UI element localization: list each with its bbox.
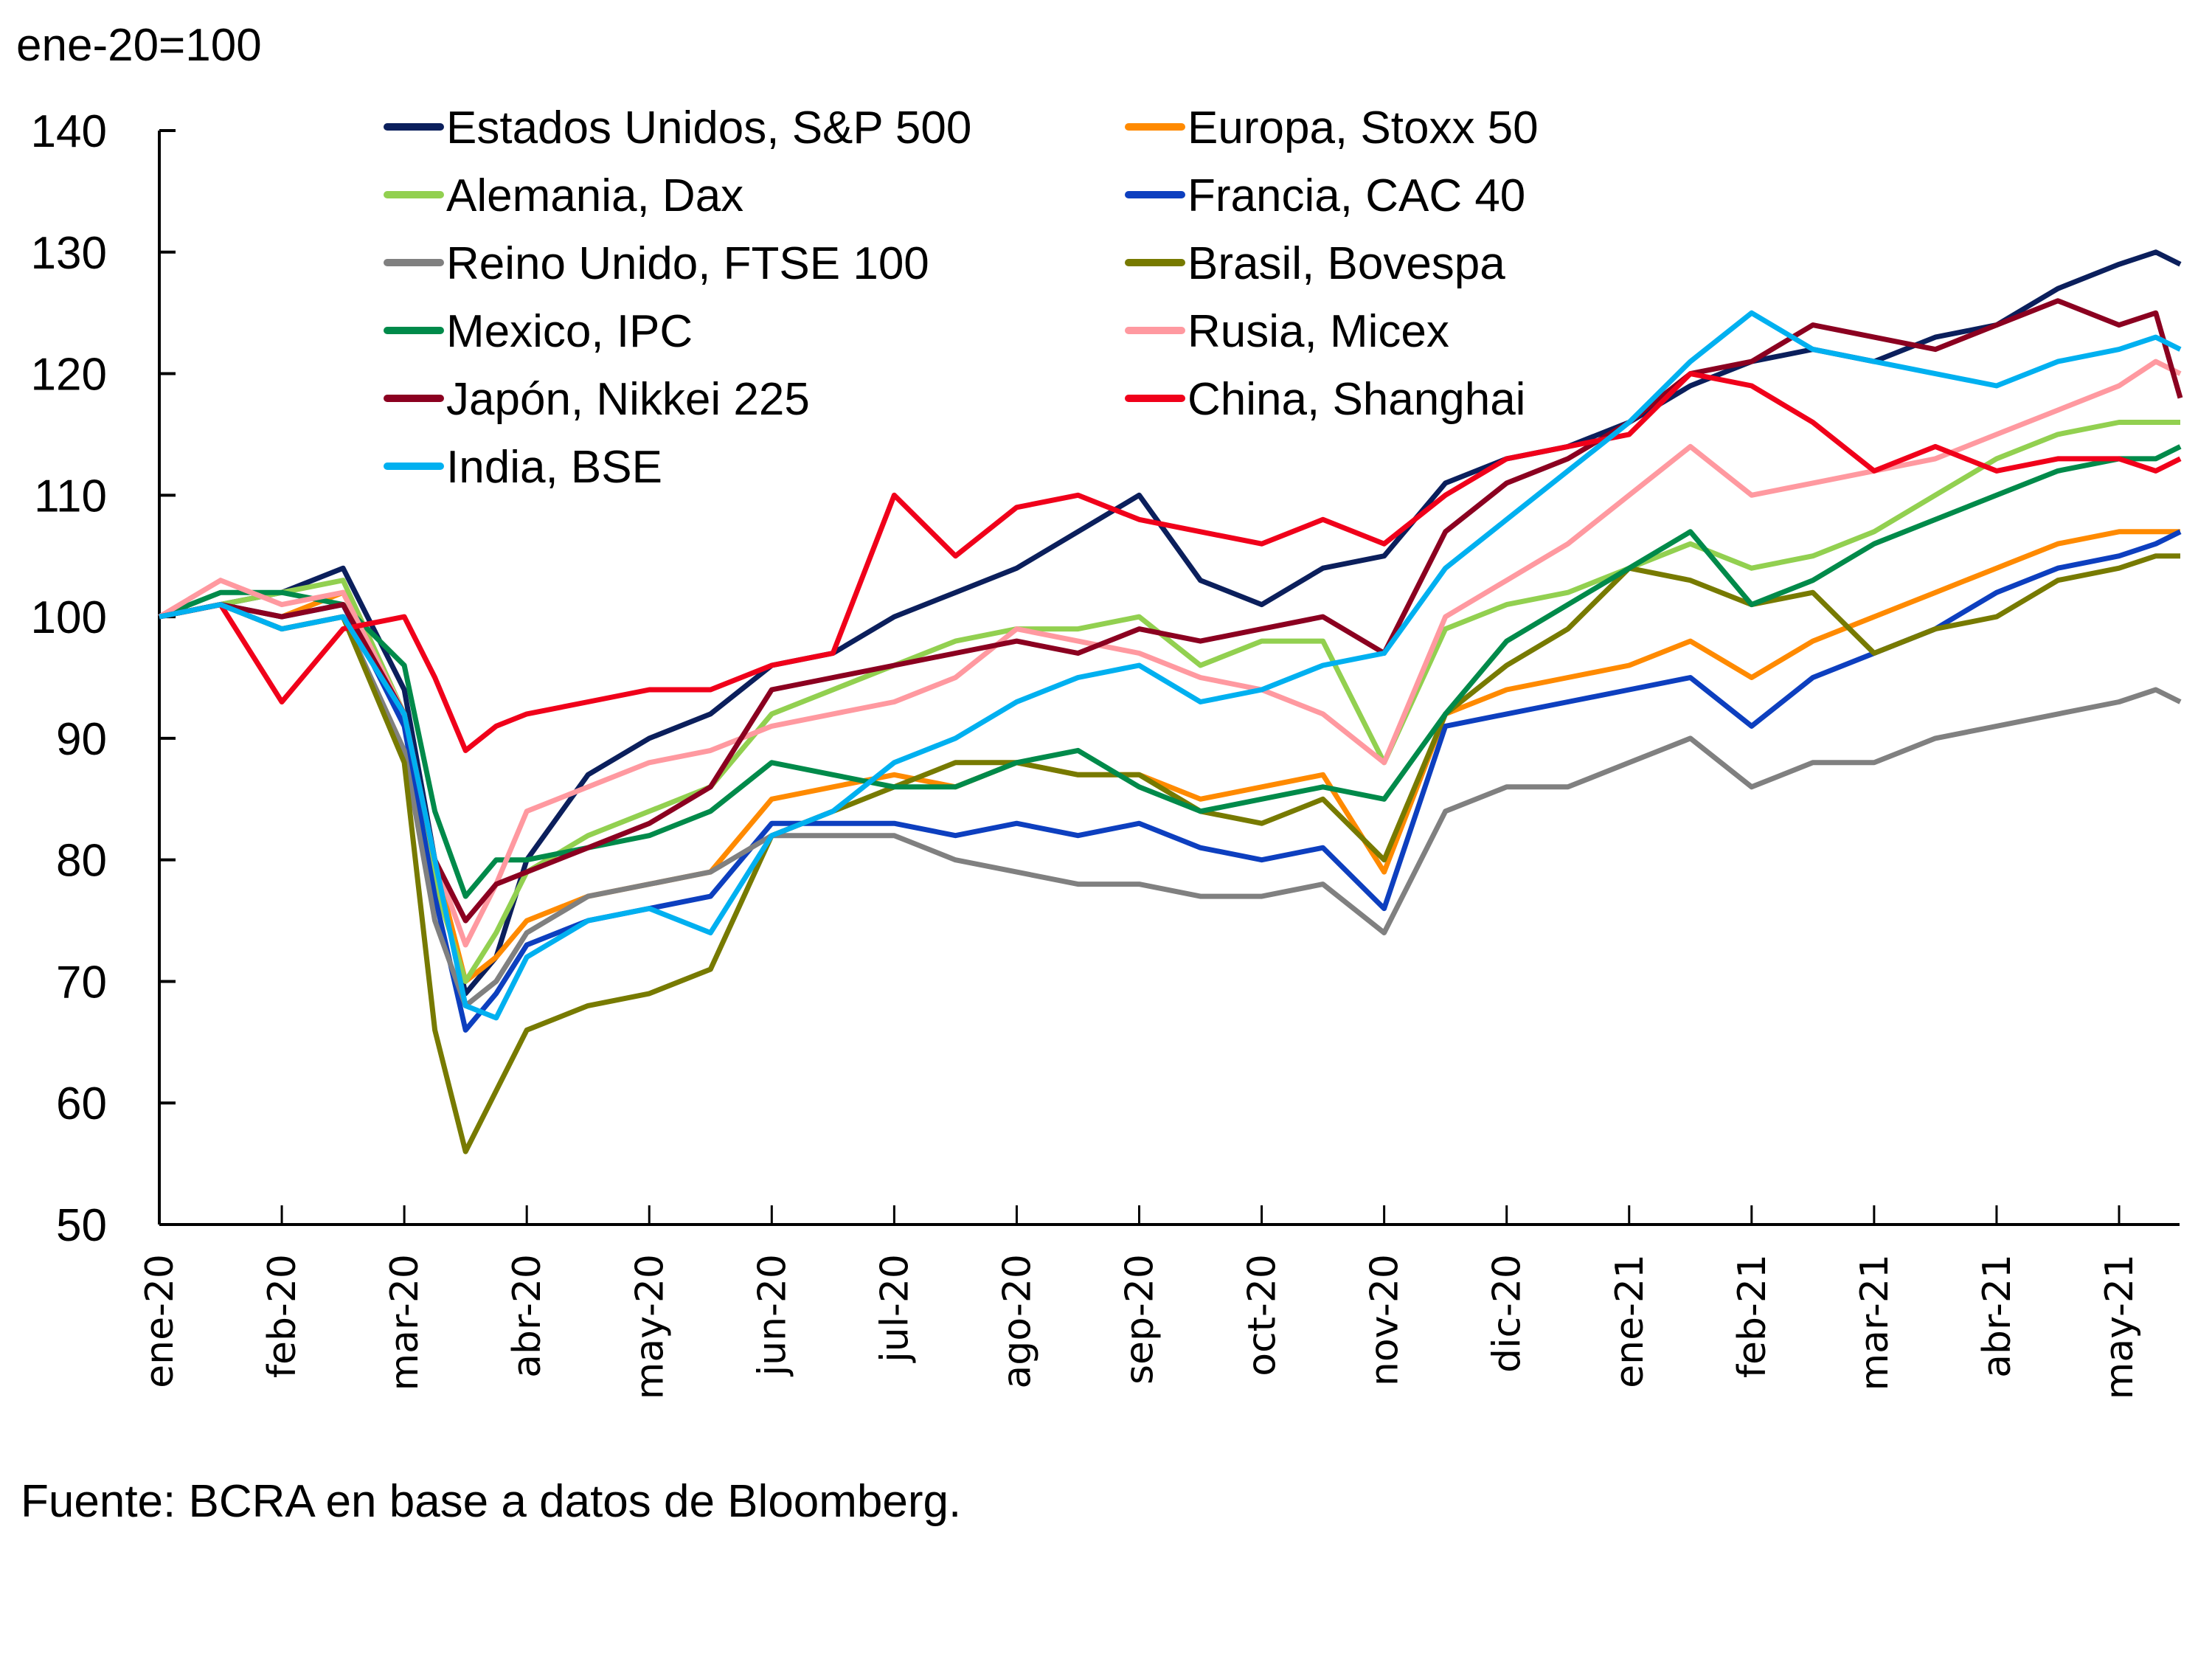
legend-item: Estados Unidos, S&P 500 bbox=[384, 103, 971, 153]
series-line-mexico-ipc bbox=[158, 444, 2182, 899]
legend-label: Estados Unidos, S&P 500 bbox=[446, 103, 971, 153]
series-lines bbox=[158, 249, 2183, 1154]
legend-item: China, Shanghai bbox=[1125, 374, 1525, 425]
legend-label: Francia, CAC 40 bbox=[1188, 170, 1525, 221]
x-tick-label: may-20 bbox=[628, 1254, 672, 1399]
x-tick-label: feb-20 bbox=[260, 1254, 305, 1378]
series-line-india-bse bbox=[159, 310, 2182, 1021]
legend: Estados Unidos, S&P 500 Europa, Stoxx 50 A… bbox=[384, 103, 1539, 493]
x-tick-label: dic-20 bbox=[1485, 1254, 1530, 1373]
series-line-brasil-bovespa bbox=[159, 553, 2180, 1154]
legend-item: India, BSE bbox=[384, 442, 662, 493]
x-tick-label: feb-21 bbox=[1730, 1254, 1775, 1378]
y-tick-label: 60 bbox=[56, 1078, 107, 1129]
x-tick-label: nov-20 bbox=[1363, 1254, 1407, 1386]
legend-label: Alemania, Dax bbox=[446, 170, 743, 221]
legend-label: Reino Unido, FTSE 100 bbox=[446, 238, 929, 289]
legend-item: Europa, Stoxx 50 bbox=[1125, 103, 1539, 153]
legend-label: China, Shanghai bbox=[1188, 374, 1525, 425]
x-tick-label: mar-21 bbox=[1853, 1254, 1897, 1391]
x-tick-label: may-21 bbox=[2098, 1254, 2142, 1399]
series-line-alemania-dax bbox=[159, 420, 2180, 984]
x-tick-label: jun-20 bbox=[750, 1254, 794, 1376]
legend-label: Rusia, Micex bbox=[1188, 306, 1449, 357]
legend-label: Brasil, Bovespa bbox=[1188, 238, 1505, 289]
x-tick-label: ene-20 bbox=[138, 1254, 182, 1388]
x-tick-label: ene-21 bbox=[1608, 1254, 1652, 1388]
y-tick-label: 100 bbox=[31, 592, 107, 643]
legend-item: Alemania, Dax bbox=[384, 170, 743, 221]
y-tick-label: 80 bbox=[56, 836, 107, 887]
legend-item: Mexico, IPC bbox=[384, 306, 693, 357]
y-tick-label: 90 bbox=[56, 714, 107, 765]
legend-item: Rusia, Micex bbox=[1125, 306, 1449, 357]
y-tick-label: 130 bbox=[31, 228, 107, 279]
y-tick-label: 70 bbox=[56, 957, 107, 1008]
series-line-francia-cac-40 bbox=[159, 529, 2182, 1033]
x-tick-label: sep-20 bbox=[1118, 1254, 1162, 1385]
x-tick-label: ago-20 bbox=[995, 1254, 1039, 1389]
legend-item: Japón, Nikkei 225 bbox=[384, 374, 810, 425]
legend-label: Mexico, IPC bbox=[446, 306, 693, 357]
x-tick-label: mar-20 bbox=[383, 1254, 427, 1391]
x-axis: ene-20 feb-20 mar-20 abr-20 may-20 jun-20 jul-… bbox=[138, 1205, 2180, 1399]
legend-item: Reino Unido, FTSE 100 bbox=[384, 238, 929, 289]
legend-label: India, BSE bbox=[446, 442, 662, 493]
y-tick-label: 120 bbox=[31, 350, 107, 401]
legend-label: Japón, Nikkei 225 bbox=[446, 374, 810, 425]
x-tick-label: abr-20 bbox=[505, 1254, 549, 1378]
y-unit-label: ene-20=100 bbox=[16, 20, 262, 71]
y-tick-label: 110 bbox=[34, 471, 107, 522]
y-tick-label: 50 bbox=[56, 1200, 107, 1251]
y-axis: 50 60 70 80 90 100 110 120 130 140 bbox=[31, 106, 176, 1251]
x-tick-label: jul-20 bbox=[873, 1254, 917, 1363]
series-line-china-shanghai bbox=[159, 371, 2182, 753]
legend-label: Europa, Stoxx 50 bbox=[1188, 103, 1539, 153]
x-tick-label: oct-20 bbox=[1241, 1254, 1285, 1376]
y-tick-label: 140 bbox=[31, 106, 107, 157]
source-note: Fuente: BCRA en base a datos de Bloomber… bbox=[21, 1476, 962, 1527]
legend-item: Francia, CAC 40 bbox=[1125, 170, 1525, 221]
legend-item: Brasil, Bovespa bbox=[1125, 238, 1505, 289]
series-line-jap-n-nikkei-225 bbox=[159, 298, 2183, 924]
x-tick-label: abr-21 bbox=[1975, 1254, 2019, 1378]
